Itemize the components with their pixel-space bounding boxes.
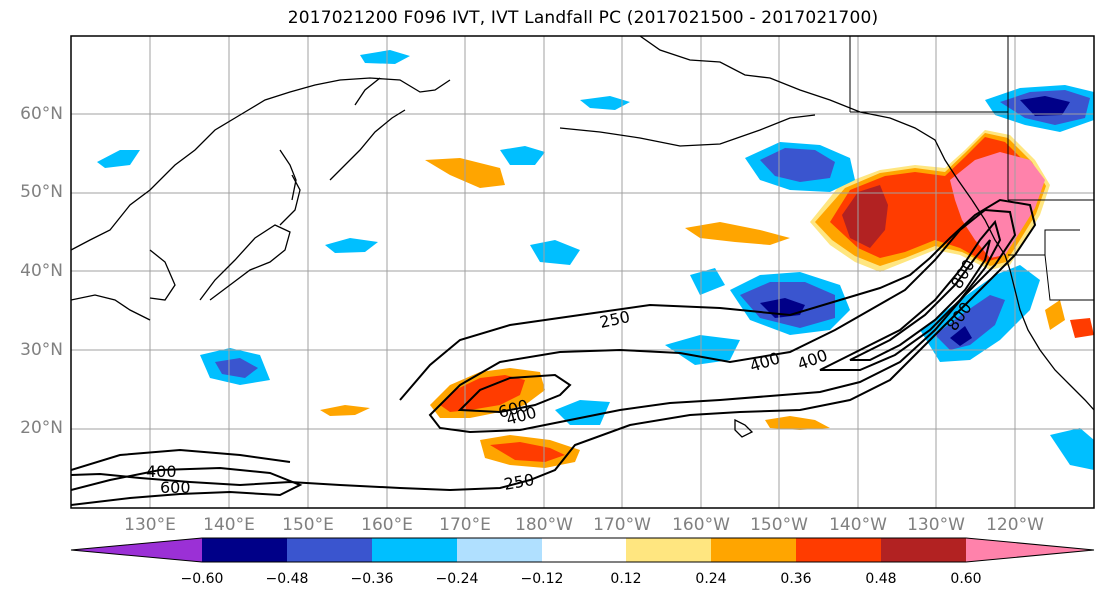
positive-anomaly-region <box>320 405 370 416</box>
graticule <box>71 36 1094 508</box>
ivt-contour-250 <box>71 198 1037 492</box>
lon-label: 130°W <box>907 515 965 535</box>
lat-label: 60°N <box>20 104 63 124</box>
positive-anomaly-region <box>950 152 1045 258</box>
ivt-contour-600 <box>849 239 991 361</box>
colorbar-bin <box>881 538 966 562</box>
negative-anomaly-region <box>580 96 630 110</box>
colorbar-tick-label: −0.12 <box>520 571 564 587</box>
colorbar-bin <box>796 538 881 562</box>
colorbar <box>70 537 1095 563</box>
colorbar-bin <box>711 538 796 562</box>
colorbar-tick-label: −0.60 <box>180 571 224 587</box>
colorbar-tick-label: −0.24 <box>435 571 479 587</box>
negative-anomaly-region <box>97 150 140 168</box>
contour-label: 400 <box>146 462 177 481</box>
lat-label: 30°N <box>20 340 63 360</box>
coastlines <box>71 36 1094 438</box>
colorbar-bin <box>372 538 457 562</box>
positive-anomaly-region <box>1070 318 1094 338</box>
ivt-contours <box>71 198 1037 506</box>
colorbar-extend-max <box>966 538 1094 562</box>
positive-anomaly-region <box>765 416 830 430</box>
ivt-contour-250 <box>71 448 291 471</box>
colorbar-bin <box>202 538 287 562</box>
negative-anomaly-region <box>530 240 580 265</box>
ivt-contour-400 <box>71 466 303 506</box>
negative-anomaly-region <box>360 50 410 64</box>
lat-label: 20°N <box>20 418 63 438</box>
map-frame <box>70 35 1095 509</box>
lat-label: 40°N <box>20 261 63 281</box>
lon-label: 160°W <box>672 515 730 535</box>
colorbar-bin <box>457 538 542 562</box>
negative-anomaly-region <box>950 326 972 346</box>
negative-anomaly-region <box>555 400 610 425</box>
positive-anomaly-region <box>1045 300 1065 330</box>
lon-label: 140°W <box>829 515 887 535</box>
negative-anomaly-region <box>690 268 725 295</box>
map-title: 2017021200 F096 IVT, IVT Landfall PC (20… <box>287 8 879 28</box>
lon-label: 150°W <box>750 515 808 535</box>
ivt-contour-800 <box>819 219 1002 371</box>
colorbar-tick-label: 0.48 <box>865 571 897 587</box>
negative-anomaly-region <box>325 238 378 253</box>
lon-label: 170°E <box>439 515 491 535</box>
colorbar-tick-label: −0.36 <box>350 571 394 587</box>
colorbar-tick-label: 0.12 <box>610 571 642 587</box>
positive-anomaly-region <box>842 185 888 248</box>
colorbar-bin <box>626 538 711 562</box>
positive-anomaly-region <box>490 442 565 462</box>
ivt-contour-400 <box>428 208 1017 434</box>
colorbar-bin <box>287 538 372 562</box>
lon-label: 160°E <box>361 515 413 535</box>
lon-label: 140°E <box>203 515 255 535</box>
colorbar-tick-label: 0.60 <box>950 571 982 587</box>
political-borders <box>849 36 1094 301</box>
negative-anomaly-region <box>500 146 545 165</box>
contour-label: 600 <box>160 478 191 497</box>
colorbar-tick-label: 0.36 <box>780 571 812 587</box>
negative-anomaly-region <box>1050 428 1094 470</box>
ivt-contour-600 <box>457 373 572 414</box>
lat-label: 50°N <box>20 182 63 202</box>
lon-label: 120°W <box>986 515 1044 535</box>
negative-anomaly-region <box>215 358 258 378</box>
positive-anomaly-region <box>685 222 790 245</box>
colorbar-tick-label: −0.48 <box>265 571 309 587</box>
positive-anomaly-region <box>440 375 525 412</box>
lon-label: 180°W <box>515 515 573 535</box>
colorbar-extend-min <box>71 538 202 562</box>
colorbar-bin <box>542 538 626 562</box>
lon-label: 170°W <box>593 515 651 535</box>
negative-anomaly-region <box>1020 96 1070 116</box>
lon-label: 130°E <box>124 515 176 535</box>
colorbar-tick-label: 0.24 <box>695 571 727 587</box>
lon-label: 150°E <box>282 515 334 535</box>
